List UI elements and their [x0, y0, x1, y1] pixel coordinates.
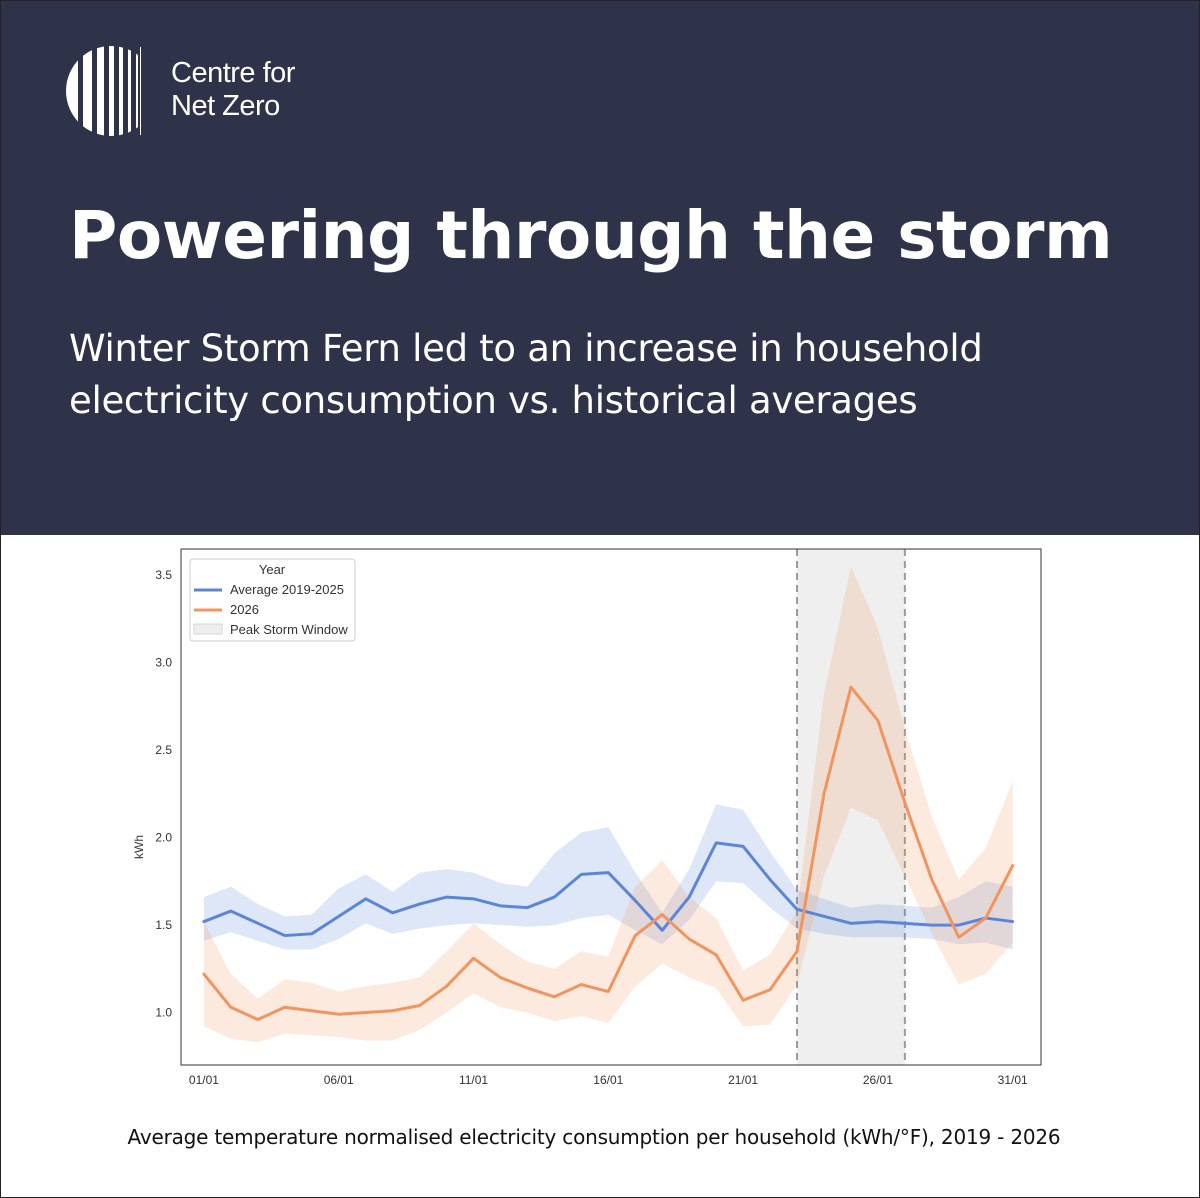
data-point: [742, 999, 744, 1002]
data-point: [391, 912, 394, 914]
legend-label-average: Average 2019-2025: [230, 582, 344, 597]
data-point: [931, 878, 933, 881]
brand-name-line1: Centre for: [171, 57, 295, 89]
x-tick-label: 06/01: [324, 1073, 354, 1087]
y-tick-label: 1.5: [155, 918, 172, 932]
x-tick-label: 01/01: [189, 1073, 219, 1087]
data-point: [715, 842, 717, 844]
legend: Year Average 2019-2025 2026 Peak Storm W…: [189, 558, 356, 642]
brand-name-line2: Net Zero: [171, 90, 280, 122]
data-point: [769, 878, 771, 881]
y-tick-label: 2.5: [155, 743, 172, 757]
data-point: [526, 987, 529, 989]
data-point: [850, 686, 852, 688]
data-point: [904, 801, 906, 804]
data-point: [230, 1006, 232, 1009]
data-point: [931, 924, 933, 926]
plot-area-frame: [180, 548, 1042, 1066]
legend-label-2026: 2026: [230, 602, 259, 617]
data-point: [661, 913, 664, 916]
legend-title: Year: [259, 562, 286, 577]
data-point: [283, 934, 286, 937]
x-tick-label: 21/01: [728, 1073, 758, 1087]
data-point: [283, 1006, 286, 1009]
y-axis-ticks: 1.0 1.5 2.0 2.5 3.0 3.5: [155, 568, 172, 1019]
data-point: [742, 845, 744, 848]
data-point: [904, 922, 906, 925]
brand-name: Centre for Net Zero: [171, 57, 295, 123]
data-point: [391, 1009, 394, 1012]
y-tick-label: 3.5: [155, 568, 172, 582]
data-point: [364, 898, 367, 900]
data-point: [607, 990, 610, 993]
data-point: [1011, 920, 1014, 923]
legend-label-storm-window: Peak Storm Window: [230, 622, 348, 637]
x-tick-label: 16/01: [593, 1073, 623, 1087]
data-point: [796, 950, 798, 953]
data-point: [877, 920, 879, 923]
data-point: [203, 973, 205, 975]
data-point: [796, 908, 798, 911]
series-lines: [202, 685, 1015, 1022]
data-point: [688, 938, 690, 940]
data-point: [715, 954, 717, 956]
data-point: [823, 915, 825, 918]
data-point: [1011, 864, 1014, 867]
data-point: [607, 871, 610, 874]
data-point: [203, 920, 205, 923]
header-panel: Centre for Net Zero Powering through the…: [1, 1, 1199, 535]
data-point: [580, 873, 583, 876]
consumption-line-chart: 1.0 1.5 2.0 2.5 3.0 3.5 01/01 06/01 11/01 16/01 2…: [132, 548, 1042, 1087]
data-point: [257, 922, 259, 925]
storm-window-band: [796, 549, 906, 1065]
data-point: [877, 719, 879, 722]
data-point: [230, 910, 232, 912]
data-point: [499, 976, 502, 979]
data-point: [634, 899, 637, 902]
data-point: [310, 1009, 313, 1012]
data-point: [310, 933, 313, 935]
data-point: [823, 793, 825, 795]
data-point: [418, 903, 421, 905]
headline: Powering through the storm: [69, 197, 1113, 274]
data-point: [337, 1013, 340, 1016]
data-point: [634, 934, 637, 937]
data-point: [984, 917, 987, 919]
data-point: [472, 898, 475, 900]
y-tick-label: 2.0: [155, 831, 172, 845]
data-point: [445, 985, 448, 988]
x-tick-label: 11/01: [459, 1073, 488, 1087]
data-point: [364, 1011, 367, 1014]
confidence-band-1: [203, 566, 1013, 1043]
legend-box: [189, 558, 356, 642]
data-point: [957, 936, 960, 939]
data-point: [769, 988, 771, 991]
y-tick-label: 3.0: [155, 656, 172, 670]
data-point: [661, 929, 664, 932]
data-point: [553, 995, 556, 998]
data-point: [472, 957, 475, 960]
legend-swatch-storm-window: [193, 623, 223, 635]
data-point: [337, 915, 340, 918]
data-point: [688, 896, 690, 898]
data-point: [526, 906, 529, 909]
x-tick-label: 26/01: [863, 1073, 893, 1087]
data-point: [580, 983, 583, 986]
data-point: [445, 896, 448, 898]
y-axis-label: kWh: [132, 835, 146, 859]
x-axis-ticks: 01/01 06/01 11/01 16/01 21/01 26/01 31/01: [189, 1073, 1028, 1087]
data-point: [850, 922, 852, 925]
chart-caption: Average temperature normalised electrici…: [127, 1125, 1061, 1149]
subheadline: Winter Storm Fern led to an increase in …: [69, 327, 983, 422]
data-point: [257, 1018, 259, 1021]
storm-window-shading: [797, 549, 905, 1065]
data-point: [418, 1004, 421, 1007]
data-point: [499, 905, 502, 907]
brand-logo-icon: [66, 46, 141, 136]
x-tick-label: 31/01: [998, 1073, 1028, 1087]
y-tick-label: 1.0: [155, 1006, 172, 1020]
data-point: [553, 896, 556, 898]
data-point: [957, 924, 960, 926]
